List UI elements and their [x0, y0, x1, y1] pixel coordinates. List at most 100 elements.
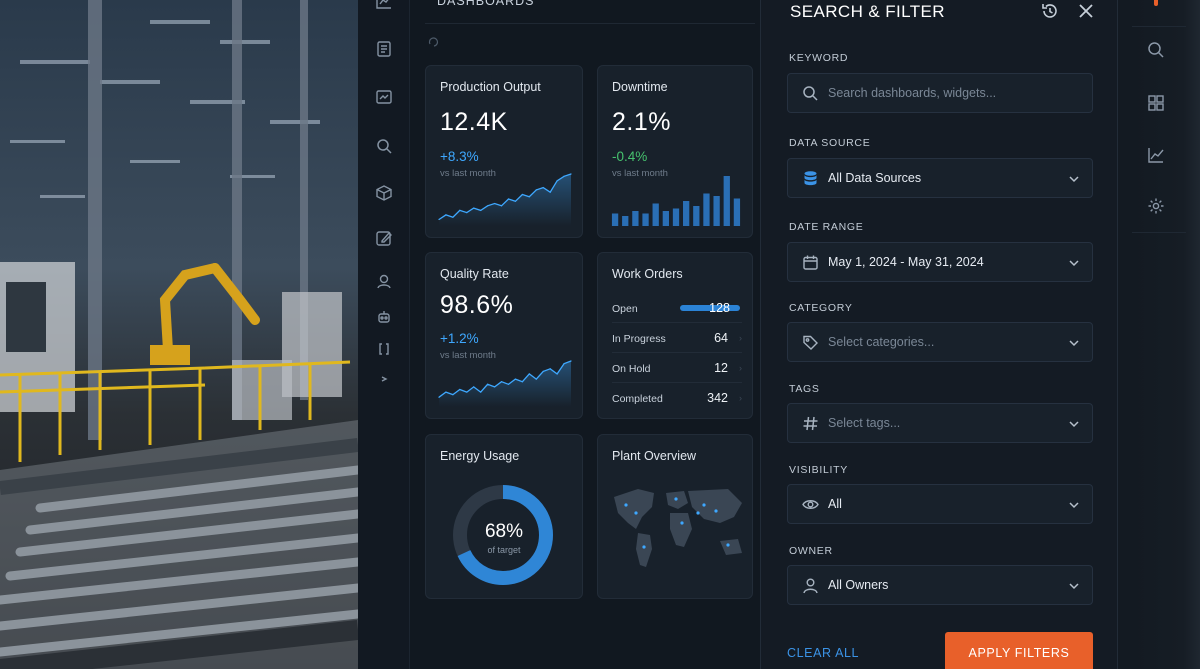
energy-usage-card[interactable]: Energy Usage 68% of target	[425, 434, 583, 599]
work-order-row-on-hold[interactable]: On Hold 12 ›	[612, 360, 742, 378]
date-range-value: May 1, 2024 - May 31, 2024	[828, 255, 984, 269]
row-chevron-icon: ›	[739, 333, 742, 343]
row-label: On Hold	[612, 363, 651, 375]
link-icon[interactable]	[375, 340, 393, 358]
production-point	[438, 218, 440, 221]
more-icon[interactable]	[375, 370, 393, 388]
report-icon[interactable]	[375, 88, 393, 106]
refresh-icon[interactable]	[428, 36, 440, 48]
data-source-select[interactable]: All Data Sources	[787, 158, 1093, 198]
keyword-field[interactable]	[787, 73, 1093, 113]
tags-label: TAGS	[789, 383, 820, 395]
card-title: Quality Rate	[440, 267, 509, 281]
apply-filters-button[interactable]: APPLY FILTERS	[945, 632, 1093, 669]
divider	[1132, 26, 1186, 27]
close-icon[interactable]	[1077, 2, 1095, 20]
downtime-card[interactable]: Downtime 2.1% -0.4% vs last month	[597, 65, 753, 238]
downtime-bar	[622, 216, 629, 226]
trend-icon[interactable]	[1147, 146, 1165, 164]
visibility-value: All	[828, 497, 842, 511]
keyword-label: KEYWORD	[789, 52, 849, 64]
gear-icon[interactable]	[1147, 197, 1165, 215]
production-line	[438, 173, 572, 221]
production-point	[570, 173, 572, 175]
production-point	[507, 198, 510, 200]
category-label: CATEGORY	[789, 302, 853, 314]
quality-rate-card[interactable]: Quality Rate 98.6% +1.2% vs last month	[425, 252, 583, 419]
robot-icon[interactable]	[375, 308, 393, 326]
reset-icon[interactable]	[1040, 1, 1060, 21]
card-delta: -0.4%	[612, 149, 648, 164]
chart-icon[interactable]	[375, 0, 393, 10]
user-icon	[802, 577, 819, 594]
production-point	[500, 205, 503, 207]
work-order-row-completed[interactable]: Completed 342 ›	[612, 390, 742, 408]
production-point	[487, 205, 489, 207]
user-group-icon[interactable]	[375, 272, 393, 290]
production-output-card[interactable]: Production Output 12.4K +8.3% vs last mo…	[425, 65, 583, 238]
downtime-bar	[672, 208, 680, 226]
edit-chart-icon[interactable]	[375, 229, 393, 247]
search-icon	[802, 85, 819, 102]
data-source-label: DATA SOURCE	[789, 137, 871, 149]
downtime-bar	[642, 213, 649, 226]
date-range-label: DATE RANGE	[789, 221, 864, 233]
tags-select[interactable]: Select tags...	[787, 403, 1093, 443]
search-icon[interactable]	[1147, 41, 1165, 59]
category-placeholder: Select categories...	[828, 335, 935, 349]
quality-point	[466, 391, 468, 393]
search-filter-panel: SEARCH & FILTER KEYWORD DATA SOURCE All …	[760, 0, 1118, 669]
divider	[612, 352, 742, 353]
production-area	[439, 174, 571, 226]
downtime-bar	[611, 213, 619, 226]
production-point	[542, 187, 544, 189]
hash-icon	[802, 415, 819, 432]
production-point	[473, 207, 475, 209]
quality-point	[570, 360, 572, 362]
quality-point	[535, 378, 537, 380]
quality-point	[542, 370, 544, 372]
downtime-bar	[723, 176, 730, 226]
row-highlight-bar	[680, 305, 740, 311]
box-icon[interactable]	[375, 184, 393, 202]
quality-point	[493, 386, 496, 388]
production-point	[514, 200, 517, 202]
owner-value: All Owners	[828, 578, 889, 592]
dashboards-title: DASHBOARDS	[437, 0, 535, 8]
work-order-row-open[interactable]: Open 128	[612, 300, 742, 318]
work-order-row-in-progress[interactable]: In Progress 64 ›	[612, 330, 742, 348]
data-source-value: All Data Sources	[828, 171, 922, 185]
work-orders-card[interactable]: Work Orders Open 128 In Progress 64 › On…	[597, 252, 753, 419]
owner-select[interactable]: All Owners	[787, 565, 1093, 605]
card-title: Downtime	[612, 80, 668, 94]
quality-point	[500, 381, 503, 383]
quality-sparkline	[438, 360, 572, 407]
search-input[interactable]	[828, 82, 1078, 104]
tags-placeholder: Select tags...	[828, 416, 901, 430]
quality-point	[480, 391, 482, 393]
card-value: 98.6%	[440, 291, 514, 319]
divider	[425, 23, 755, 24]
production-point	[452, 216, 454, 218]
visibility-select[interactable]: All	[787, 484, 1093, 524]
quality-point	[528, 373, 530, 375]
quality-point	[459, 388, 461, 391]
clear-all-button[interactable]: CLEAR ALL	[787, 646, 860, 660]
document-icon[interactable]	[375, 40, 393, 58]
production-point	[556, 180, 558, 182]
row-value: 342	[707, 391, 728, 405]
date-range-select[interactable]: May 1, 2024 - May 31, 2024	[787, 242, 1093, 282]
search-icon[interactable]	[375, 137, 393, 155]
quality-point	[445, 391, 447, 393]
plant-overview-card[interactable]: Plant Overview	[597, 434, 753, 599]
grid-icon[interactable]	[1147, 94, 1165, 112]
production-point	[563, 175, 565, 177]
quality-line	[438, 360, 572, 398]
donut-value: 68%	[484, 521, 524, 542]
quality-point	[556, 373, 558, 375]
production-point	[493, 202, 496, 205]
row-value: 64	[714, 331, 728, 345]
category-select[interactable]: Select categories...	[787, 322, 1093, 362]
production-sparkline	[438, 173, 572, 226]
panel-title: SEARCH & FILTER	[790, 2, 945, 21]
